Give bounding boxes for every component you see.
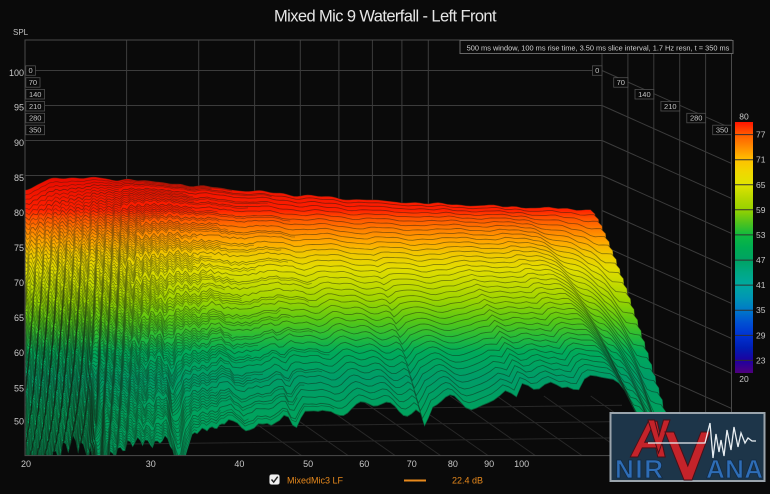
svg-text:80: 80 (739, 112, 749, 122)
svg-text:0: 0 (595, 66, 599, 75)
svg-text:140: 140 (29, 90, 42, 99)
svg-text:210: 210 (29, 102, 42, 111)
svg-text:85: 85 (14, 173, 24, 183)
svg-text:29: 29 (756, 330, 766, 340)
svg-text:77: 77 (756, 130, 766, 140)
svg-text:65: 65 (756, 180, 766, 190)
svg-text:41: 41 (756, 280, 766, 290)
svg-text:22.4 dB: 22.4 dB (452, 476, 483, 486)
svg-text:60: 60 (359, 459, 369, 469)
svg-text:50: 50 (14, 417, 24, 427)
svg-text:90: 90 (484, 459, 494, 469)
svg-text:30: 30 (146, 459, 156, 469)
svg-text:70: 70 (29, 78, 37, 87)
svg-text:SPL: SPL (13, 28, 29, 37)
svg-text:70: 70 (14, 278, 24, 288)
svg-text:53: 53 (756, 230, 766, 240)
svg-text:210: 210 (664, 102, 677, 111)
svg-text:100: 100 (9, 68, 24, 78)
svg-text:59: 59 (756, 205, 766, 215)
svg-text:65: 65 (14, 313, 24, 323)
svg-text:23: 23 (756, 355, 766, 365)
svg-text:20: 20 (739, 374, 749, 384)
svg-text:NIR: NIR (615, 454, 663, 484)
svg-text:100: 100 (514, 459, 529, 469)
svg-text:80: 80 (448, 459, 458, 469)
svg-text:35: 35 (756, 305, 766, 315)
svg-text:80: 80 (14, 208, 24, 218)
svg-text:75: 75 (14, 243, 24, 253)
svg-text:500 ms window, 100 ms rise tim: 500 ms window, 100 ms rise time, 3.50 ms… (467, 44, 730, 53)
svg-text:0: 0 (29, 66, 33, 75)
svg-text:47: 47 (756, 255, 766, 265)
svg-text:280: 280 (29, 114, 42, 123)
svg-text:95: 95 (14, 103, 24, 113)
svg-text:70: 70 (617, 78, 625, 87)
svg-text:70: 70 (407, 459, 417, 469)
svg-text:50: 50 (303, 459, 313, 469)
svg-text:Mixed Mic 9 Waterfall - Left F: Mixed Mic 9 Waterfall - Left Front (274, 8, 497, 26)
svg-text:20: 20 (21, 459, 31, 469)
svg-text:60: 60 (14, 348, 24, 358)
svg-text:90: 90 (14, 138, 24, 148)
svg-text:140: 140 (638, 90, 651, 99)
svg-text:MixedMic3 LF: MixedMic3 LF (287, 476, 344, 486)
svg-text:40: 40 (234, 459, 244, 469)
svg-text:350: 350 (29, 126, 42, 135)
svg-text:280: 280 (690, 114, 703, 123)
svg-text:350: 350 (716, 126, 729, 135)
svg-text:71: 71 (756, 155, 766, 165)
svg-text:55: 55 (14, 384, 24, 394)
svg-text:ANA: ANA (706, 454, 763, 484)
